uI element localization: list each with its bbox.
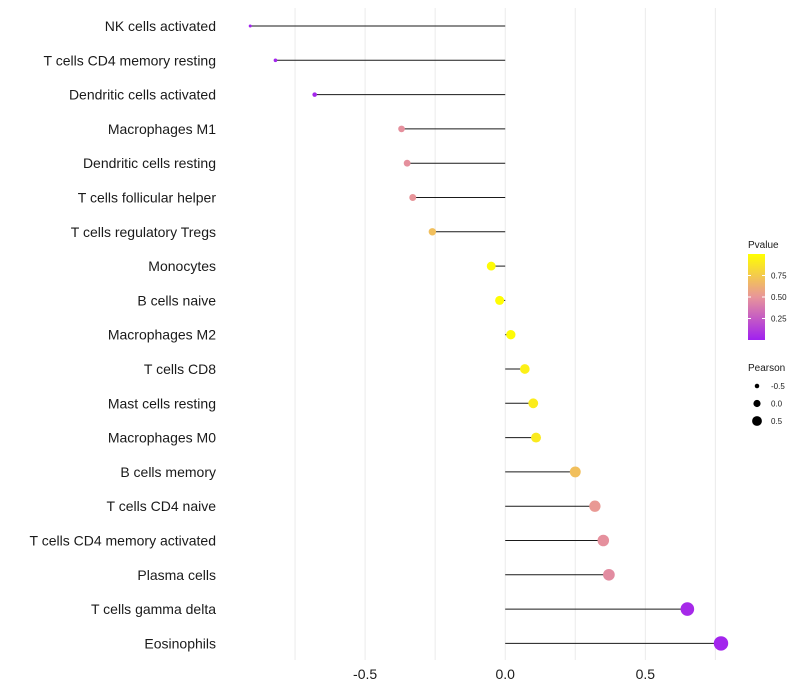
category-label: Macrophages M0 xyxy=(108,430,216,446)
category-label: T cells follicular helper xyxy=(78,190,217,206)
pvalue-tick-label: 0.25 xyxy=(771,315,787,324)
lollipop-dot xyxy=(531,432,542,443)
lollipop-dot xyxy=(398,125,405,133)
x-tick-label: 0.5 xyxy=(636,666,656,682)
lollipop-dot xyxy=(597,534,610,547)
pearson-key-label: -0.5 xyxy=(771,382,785,391)
category-label: T cells regulatory Tregs xyxy=(71,224,216,240)
category-label: Dendritic cells activated xyxy=(69,87,216,103)
pearson-legend: Pearson -0.5 0.0 0.5 xyxy=(748,363,785,426)
lollipop-dot xyxy=(680,602,695,616)
lollipop-dot xyxy=(273,58,278,63)
category-label: Monocytes xyxy=(148,258,216,274)
lollipop-dot xyxy=(495,295,505,305)
pvalue-colorbar xyxy=(748,254,765,340)
lollipop-dot xyxy=(486,261,496,271)
category-label: T cells CD4 naive xyxy=(107,498,217,514)
lollipop-dot xyxy=(528,398,539,409)
category-label: Mast cells resting xyxy=(108,395,216,411)
pearson-key-dot xyxy=(753,399,761,408)
lollipop-dot xyxy=(506,330,516,340)
category-label: B cells naive xyxy=(137,292,216,308)
x-tick-label: -0.5 xyxy=(353,666,377,682)
category-label: T cells CD4 memory activated xyxy=(30,533,216,549)
grid-layer xyxy=(294,8,716,660)
lollipop-dot xyxy=(409,194,417,201)
category-label: T cells CD8 xyxy=(144,361,216,377)
lollipop-dot xyxy=(569,466,581,478)
lollipop-dot xyxy=(589,500,601,512)
category-label: T cells gamma delta xyxy=(91,601,216,617)
pvalue-legend-title: Pvalue xyxy=(748,240,779,251)
x-tick-label: 0.0 xyxy=(495,666,515,682)
category-label: Macrophages M2 xyxy=(108,327,216,343)
category-label: Dendritic cells resting xyxy=(83,155,216,171)
lollipop-dot xyxy=(428,228,437,236)
x-axis-tick-labels: -0.5 0.0 0.5 xyxy=(353,666,655,682)
category-label: Plasma cells xyxy=(137,567,216,583)
pearson-key-dot xyxy=(752,416,762,426)
pearson-key-label: 0.0 xyxy=(771,400,783,409)
pvalue-legend: Pvalue 0.25 0.50 0.75 xyxy=(748,240,787,340)
category-label: Eosinophils xyxy=(144,635,216,651)
lollipop-dot xyxy=(248,24,252,28)
lollipop-dot xyxy=(312,92,317,97)
pvalue-tick-label: 0.75 xyxy=(771,272,787,281)
pearson-legend-title: Pearson xyxy=(748,363,785,374)
lollipop-dot xyxy=(403,159,411,167)
category-label: T cells CD4 memory resting xyxy=(44,52,216,68)
category-labels: NK cells activated T cells CD4 memory res… xyxy=(30,18,217,651)
category-label: Macrophages M1 xyxy=(108,121,216,137)
lollipop-dot xyxy=(603,568,615,581)
pearson-key-label: 0.5 xyxy=(771,417,783,426)
pvalue-tick-label: 0.50 xyxy=(771,293,787,302)
stem-layer xyxy=(250,25,721,644)
lollipop-dot xyxy=(713,636,729,651)
category-label: B cells memory xyxy=(120,464,216,480)
category-label: NK cells activated xyxy=(105,18,216,34)
dot-layer xyxy=(248,24,729,651)
pearson-key-dot xyxy=(754,383,760,389)
lollipop-dot xyxy=(520,364,530,374)
